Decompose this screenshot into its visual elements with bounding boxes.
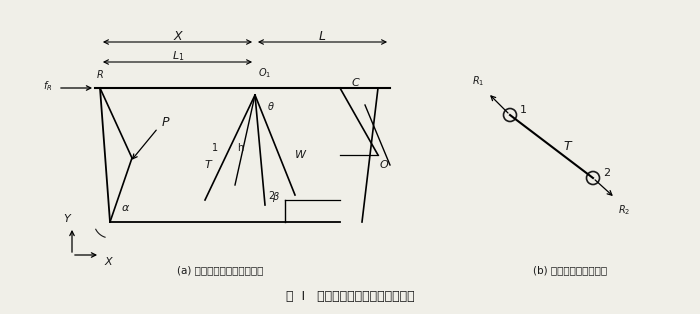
Text: O: O (380, 160, 389, 170)
Text: 1: 1 (212, 143, 218, 153)
Text: T: T (204, 160, 211, 170)
Text: h: h (237, 143, 243, 153)
Text: R: R (97, 70, 104, 80)
Text: $L_1$: $L_1$ (172, 49, 184, 63)
Text: X: X (174, 30, 182, 42)
Text: 2: 2 (603, 168, 610, 178)
Text: W: W (295, 150, 306, 160)
Text: (b) 平衡千斤顶受力分析: (b) 平衡千斤顶受力分析 (533, 265, 607, 275)
Text: Y: Y (63, 214, 70, 224)
Text: P: P (161, 116, 169, 128)
Text: (a) 支撑掩护式支架受力分析: (a) 支撑掩护式支架受力分析 (177, 265, 263, 275)
Text: 2: 2 (268, 191, 274, 201)
Text: C: C (352, 78, 360, 88)
Text: X: X (104, 257, 111, 267)
Text: 1: 1 (520, 105, 527, 115)
Text: β: β (272, 192, 279, 202)
Text: θ: θ (268, 102, 274, 112)
Text: 图  Ⅰ   正常工位时液压支架受力分析: 图 Ⅰ 正常工位时液压支架受力分析 (286, 290, 414, 302)
Text: $R_1$: $R_1$ (472, 74, 484, 88)
Text: $O_1$: $O_1$ (258, 66, 272, 80)
Text: T: T (564, 140, 571, 153)
Text: α: α (121, 203, 129, 213)
Text: L: L (318, 30, 326, 42)
Text: $R_2$: $R_2$ (618, 203, 630, 217)
Text: $f_R$: $f_R$ (43, 79, 52, 93)
